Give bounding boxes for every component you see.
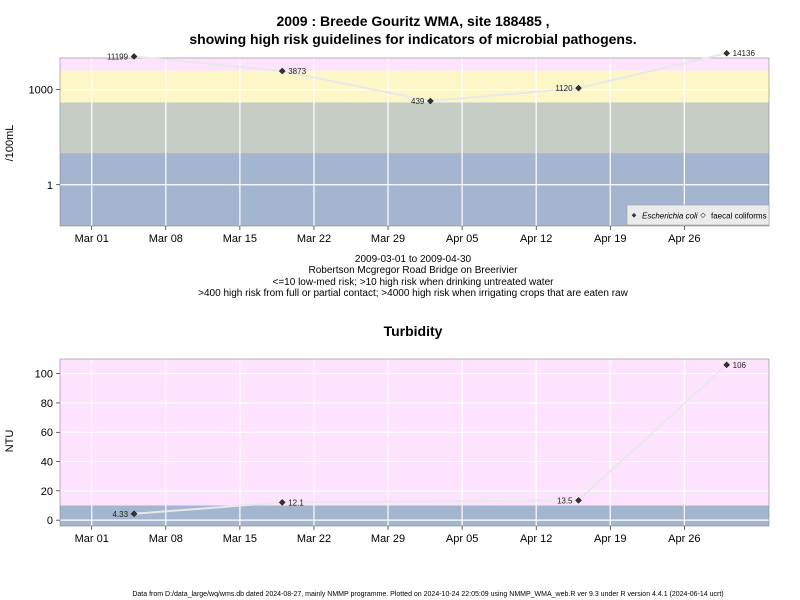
chart1-data-point-2 <box>427 97 434 105</box>
chart2-y-axis-label: NTU <box>4 430 16 453</box>
chart2-y-tick-label-3: 60 <box>41 427 53 439</box>
chart2-data-label-3: 106 <box>733 361 747 370</box>
chart1-risk-band-1 <box>60 102 769 154</box>
chart1-y-tick-label-0: 1 <box>47 180 53 192</box>
chart1-x-tick-label-3: Mar 22 <box>297 233 331 245</box>
chart1-title-line1: 2009 : Breede Gouritz WMA, site 188485 , <box>276 13 549 29</box>
chart2-data-label-1: 12.1 <box>288 498 304 507</box>
legend-faecal-marker <box>700 212 706 219</box>
chart2-x-tick-label-2: Mar 15 <box>223 533 257 545</box>
footer-source-note: Data from D:/data_large/wq/wms.db dated … <box>132 591 723 598</box>
chart1-x-tick-label-1: Mar 08 <box>149 233 183 245</box>
chart2-y-tick-label-5: 100 <box>35 369 53 381</box>
chart2-title: Turbidity <box>384 323 443 339</box>
chart2-x-tick-label-6: Apr 12 <box>520 533 552 545</box>
chart2-x-tick-label-1: Mar 08 <box>149 533 183 545</box>
chart1-y-tick-label-1: 1000 <box>29 85 53 97</box>
chart2-x-tick-label-5: Apr 05 <box>446 533 478 545</box>
chart2-series-line-0 <box>133 364 728 515</box>
note-risk-contact: >400 high risk from full or partial cont… <box>198 288 628 299</box>
chart1-data-label-1: 3873 <box>288 67 306 76</box>
legend-ecoli-label: Escherichia coli <box>642 212 698 221</box>
chart2-data-point-0 <box>130 510 138 518</box>
chart1-data-point-0 <box>130 53 138 60</box>
chart2-x-tick-label-4: Mar 29 <box>371 533 405 545</box>
chart2-y-tick-label-4: 80 <box>41 398 53 410</box>
chart2-x-tick-label-8: Apr 26 <box>668 533 700 545</box>
chart2-data-label-0: 4.33 <box>112 510 128 519</box>
chart2-y-tick-label-1: 20 <box>41 486 53 498</box>
chart1-title-line2: showing high risk guidelines for indicat… <box>189 31 636 47</box>
chart1-x-tick-label-6: Apr 12 <box>520 233 552 245</box>
chart1-data-label-0: 11199 <box>107 52 129 61</box>
chart2-x-tick-label-3: Mar 22 <box>297 533 331 545</box>
note-risk-drinking: <=10 low-med risk; >10 high risk when dr… <box>273 277 555 288</box>
chart1-y-axis-label: /100mL <box>4 125 16 162</box>
legend-box <box>626 204 770 226</box>
chart1-legend: Escherichia coli faecal coliforms <box>626 204 770 226</box>
chart2-x-tick-label-0: Mar 01 <box>75 533 109 545</box>
chart2-plot-border <box>59 358 770 527</box>
legend-ecoli-marker <box>631 213 637 218</box>
chart2-data-point-2 <box>575 497 582 504</box>
chart1-data-point-4 <box>723 49 731 57</box>
chart1-x-tick-label-8: Apr 26 <box>668 233 700 245</box>
chart2-data-label-2: 13.5 <box>557 496 573 505</box>
chart1-data-label-4: 14136 <box>733 49 756 58</box>
note-date-range: 2009-03-01 to 2009-04-30 <box>355 254 472 265</box>
chart2-risk-band-0 <box>60 505 769 526</box>
chart1-data-label-2: 439 <box>411 97 425 106</box>
chart1-x-tick-label-0: Mar 01 <box>75 233 109 245</box>
chart1-x-tick-label-2: Mar 15 <box>223 233 257 245</box>
chart1-x-tick-label-4: Mar 29 <box>371 233 405 245</box>
chart1-x-tick-label-5: Apr 05 <box>446 233 478 245</box>
chart1-data-point-1 <box>278 67 286 75</box>
chart1-plot-area: Mar 01 Mar 08 Mar 15 Mar 22 Mar 29 Apr 05 Apr … <box>29 49 770 245</box>
chart2-y-tick-label-2: 40 <box>41 457 53 469</box>
chart2-x-tick-label-7: Apr 19 <box>594 533 626 545</box>
chart2-y-tick-label-0: 0 <box>47 515 53 527</box>
chart2-data-point-1 <box>278 499 286 506</box>
chart2-plot-area: Mar 01 Mar 08 Mar 15 Mar 22 Mar 29 Apr 05 Apr … <box>35 358 770 545</box>
chart1-x-tick-label-7: Apr 19 <box>594 233 626 245</box>
chart2-data-point-3 <box>723 361 731 369</box>
chart1-plot-border <box>59 57 770 227</box>
legend-faecal-label: faecal coliforms <box>711 212 767 221</box>
chart1-data-label-3: 1120 <box>555 84 573 93</box>
note-site-name: Robertson Mcgregor Road Bridge on Breeri… <box>309 265 519 276</box>
chart1-data-point-3 <box>575 84 582 92</box>
